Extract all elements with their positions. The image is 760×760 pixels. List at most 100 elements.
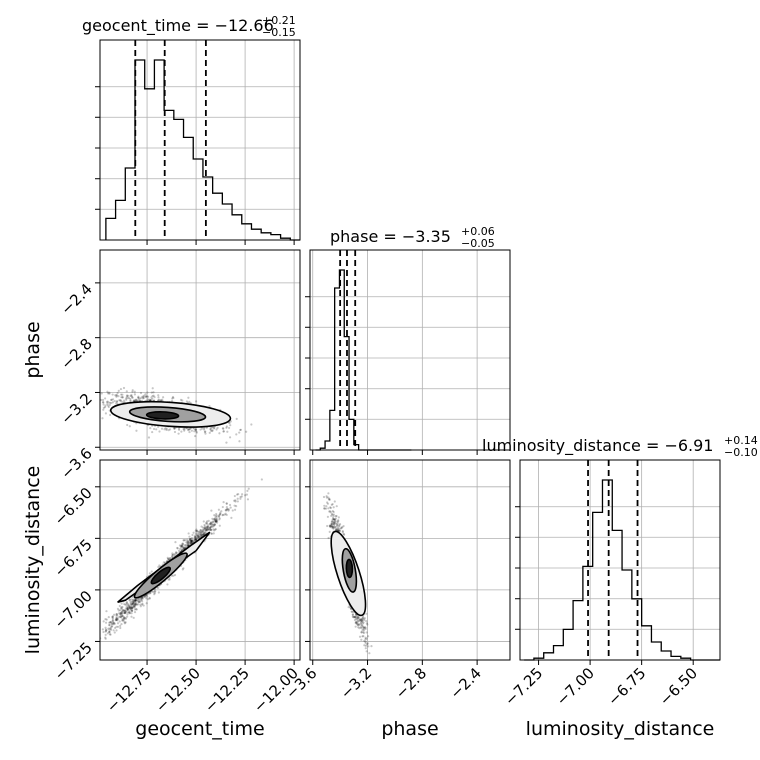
sample-point [158,430,161,433]
sample-point [330,523,334,526]
sample-point [180,430,183,433]
sample-point [121,612,124,615]
sample-point [120,610,124,614]
sample-point [128,598,131,601]
sample-point [223,513,226,516]
sample-point [236,500,239,503]
sample-point [126,608,130,611]
sample-point [116,391,119,395]
sample-point [125,390,128,393]
sample-point [191,539,195,542]
sample-point [364,638,367,641]
sample-point [107,616,110,619]
sample-point [330,522,334,526]
y-tick-label: −7.00 [51,587,96,632]
sample-point [128,606,131,609]
sample-point [110,398,113,402]
sample-point [213,523,216,527]
sample-point [340,527,343,530]
sample-point [355,622,359,626]
sample-point [336,526,340,529]
sample-point [119,611,122,615]
sample-point [236,493,239,496]
sample-point [341,531,344,534]
sample-point [327,498,331,501]
sample-point [328,524,331,527]
sample-point [137,597,140,600]
sample-point [119,607,123,610]
sample-point [331,525,334,529]
sample-point [139,603,142,606]
sample-point [211,517,214,520]
sample-point [139,391,143,395]
sample-point [165,427,168,430]
sample-point [94,636,96,638]
sample-point [228,436,232,439]
sample-point [92,633,94,635]
sample-point [334,522,337,525]
sample-point [181,568,184,571]
sample-point [194,538,197,541]
sample-point [111,619,114,622]
sample-point [215,518,218,521]
sample-point [217,514,220,518]
sample-point [331,513,334,516]
sample-point [104,637,107,640]
sample-point [323,504,326,507]
sample-point [364,640,367,643]
sample-point [119,615,122,619]
sample-point [338,522,342,526]
sample-point [226,508,229,511]
sample-point [328,510,331,513]
sample-point [113,399,116,403]
sample-point [135,608,138,611]
sample-point [97,637,99,639]
sample-point [203,527,206,530]
sample-point [206,520,209,523]
sample-point [124,621,127,624]
sample-point [150,391,153,394]
sample-point [130,615,133,618]
sample-point [204,432,207,435]
sample-point [209,521,213,524]
sample-point [245,493,248,496]
sample-point [335,514,338,518]
sample-point [124,607,127,610]
sample-point [201,427,204,430]
sample-point [119,612,122,615]
sample-point [209,428,212,431]
sample-point [130,393,133,397]
sample-point [330,526,333,529]
sample-point [168,556,172,560]
sample-point [362,617,365,620]
sample-point [332,518,336,521]
sample-point [131,396,134,399]
sample-point [215,428,218,431]
sample-point [225,502,228,505]
sample-point [135,398,138,402]
sample-point [127,397,131,400]
sample-point [235,505,238,508]
x-tick-label: −12.75 [103,664,155,716]
frame-geocent-time-vs-phase [99,249,301,451]
contour-core [150,566,172,585]
sample-point [153,396,156,399]
sample-point [113,622,116,625]
sample-point [211,523,214,526]
sample-point [123,611,126,615]
sample-point [133,608,137,611]
sample-point [260,478,263,481]
contour-core [345,558,354,579]
sample-point [332,517,335,521]
sample-point [107,627,110,630]
sample-point [118,399,121,402]
sample-point [104,633,107,636]
sample-point [325,496,329,499]
sample-point [356,620,360,623]
sample-point [130,606,133,610]
sample-point [194,434,197,438]
sample-point [195,400,198,403]
sample-point [226,507,229,511]
sample-point [195,528,198,531]
hist-frame-geocent-time [99,39,301,241]
